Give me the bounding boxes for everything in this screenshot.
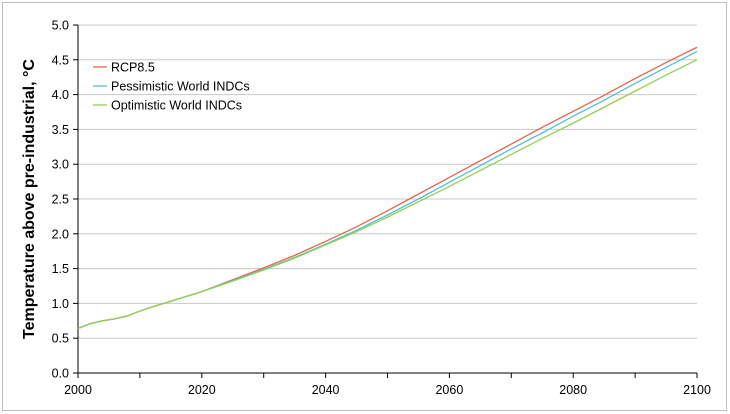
- y-axis-title: Temperature above pre-industrial, °C: [21, 59, 38, 339]
- series-line-optimistic-world-indcs: [77, 59, 698, 330]
- y-tick-label: 3.0: [52, 158, 69, 172]
- axes: 0.0 0.5 1.0 1.5 2.0 2.5 3.0 3.5 4.0 4.5 5.0 2000 202…: [52, 19, 711, 398]
- y-tick-label: 4.5: [52, 53, 69, 67]
- y-tick-label: 5.0: [52, 19, 69, 33]
- y-tick-label: 1.0: [52, 297, 69, 311]
- x-tick-label: 2100: [683, 383, 711, 397]
- legend-label-pessimistic-world-indcs: Pessimistic World INDCs: [111, 80, 250, 94]
- legend-label-rcp8-5: RCP8.5: [111, 61, 155, 75]
- y-tick-label: 1.5: [52, 262, 69, 276]
- y-tick-label: 2.5: [52, 193, 69, 207]
- x-tick-label: 2040: [312, 383, 340, 397]
- y-tick-label: 2.0: [52, 227, 69, 241]
- x-tick-label: 2020: [188, 383, 216, 397]
- y-tick-label: 3.5: [52, 123, 69, 137]
- legend: RCP8.5 Pessimistic World INDCs Optimistic …: [93, 61, 250, 113]
- legend-label-optimistic-world-indcs: Optimistic World INDCs: [111, 99, 242, 113]
- y-tick-label: 0.0: [52, 367, 69, 381]
- y-tick-label: 4.0: [52, 88, 69, 102]
- series-lines: [77, 46, 698, 330]
- x-tick-label: 2060: [435, 383, 463, 397]
- x-tick-label: 2000: [64, 383, 92, 397]
- y-tick-label: 0.5: [52, 332, 69, 346]
- x-tick-label: 2080: [559, 383, 587, 397]
- gridlines: [78, 24, 697, 339]
